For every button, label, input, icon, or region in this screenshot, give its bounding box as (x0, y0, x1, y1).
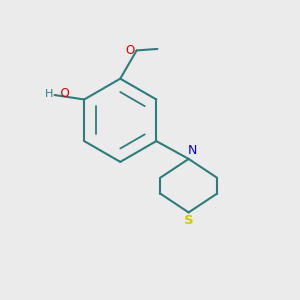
Text: O: O (125, 44, 134, 57)
Text: O: O (53, 87, 70, 100)
Text: S: S (184, 214, 194, 227)
Text: N: N (188, 143, 197, 157)
Text: H: H (45, 88, 53, 98)
